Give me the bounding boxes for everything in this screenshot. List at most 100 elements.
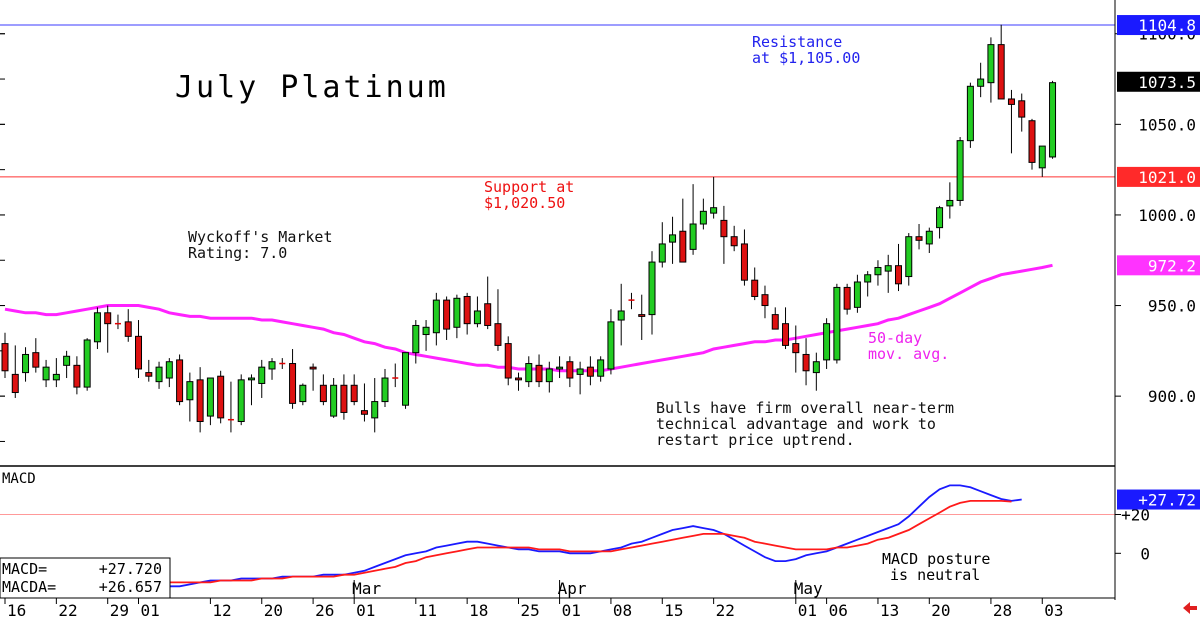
- price-box-label: 1104.8: [1138, 16, 1196, 35]
- candle: [114, 314, 121, 330]
- candle-body: [319, 384, 327, 403]
- candle: [761, 285, 769, 319]
- candle: [617, 283, 625, 346]
- candle-body: [42, 366, 50, 381]
- candle: [699, 198, 707, 230]
- candle-body: [751, 279, 759, 297]
- candle-body: [740, 243, 748, 281]
- time-tick-label: 08: [613, 601, 632, 620]
- time-tick-label: 16: [7, 601, 26, 620]
- annotation-rating: Rating: 7.0: [188, 244, 287, 262]
- candle: [638, 294, 646, 340]
- candle: [648, 251, 656, 335]
- candle: [453, 294, 461, 339]
- time-tick-label: 18: [469, 601, 488, 620]
- candle: [751, 267, 759, 301]
- candle: [371, 378, 379, 433]
- candle: [11, 345, 19, 398]
- time-tick-label: 26: [315, 601, 334, 620]
- month-label: Apr: [558, 579, 587, 598]
- candle-body: [360, 410, 368, 415]
- candle: [730, 225, 738, 252]
- candle: [566, 356, 574, 388]
- candle: [946, 182, 954, 219]
- candle-body: [956, 140, 964, 201]
- candle: [586, 356, 594, 386]
- candle-body: [422, 326, 430, 336]
- candle: [463, 292, 471, 335]
- candle-body: [155, 366, 163, 383]
- candle-body: [83, 339, 91, 388]
- candle-body: [463, 295, 471, 325]
- candle: [350, 374, 358, 406]
- candle: [319, 374, 327, 406]
- candle: [874, 260, 882, 286]
- annotation-comment: technical advantage and work to: [656, 415, 936, 433]
- candle: [237, 374, 245, 426]
- candle-body: [915, 236, 923, 241]
- candle-body: [1018, 100, 1026, 118]
- candle-body: [617, 310, 625, 321]
- macd-annotation: is neutral: [890, 566, 980, 584]
- candle-body: [792, 343, 800, 354]
- candle: [1018, 93, 1026, 132]
- candle: [247, 374, 255, 406]
- candle: [83, 338, 91, 391]
- scroll-left-button[interactable]: [1183, 602, 1197, 614]
- candle: [515, 372, 522, 391]
- candle: [145, 359, 153, 382]
- candle-body: [987, 44, 995, 84]
- chart-title: July Platinum: [175, 70, 449, 105]
- candle: [73, 356, 81, 395]
- candle-body: [925, 230, 933, 245]
- macd-panel-title: MACD: [2, 471, 36, 487]
- candle-body: [145, 372, 153, 377]
- candle: [545, 361, 553, 393]
- candle: [669, 216, 677, 264]
- candle-body: [699, 210, 707, 225]
- price-box-label: 972.2: [1148, 256, 1196, 275]
- macd-legend-value: +27.720: [99, 560, 162, 578]
- annotation-support: Support at: [484, 178, 574, 196]
- time-tick-label: 01: [356, 601, 375, 620]
- candle: [1028, 118, 1036, 170]
- candle: [792, 325, 800, 373]
- candle: [289, 349, 297, 409]
- candle-body: [966, 85, 974, 142]
- time-axis: 16 22 29 01 12 20 26 01 11 18 25 01 08 15 22 01 06 13 20 28…: [0, 579, 1115, 620]
- candle: [309, 363, 317, 391]
- candle: [412, 320, 420, 364]
- candle: [658, 222, 666, 268]
- candle: [884, 254, 892, 293]
- candle: [987, 37, 995, 103]
- candle-body: [371, 401, 379, 419]
- candle-body: [535, 364, 543, 383]
- macd-box: [1117, 489, 1200, 510]
- candle: [936, 205, 944, 239]
- time-tick-label: 03: [1044, 601, 1063, 620]
- macda-legend-label: MACDA=: [2, 578, 56, 596]
- candle-body: [761, 294, 769, 307]
- price-scale: 900.0950.01000.01050.01100.01104.81073.5…: [1114, 0, 1200, 600]
- candle-body: [648, 261, 656, 316]
- macd-box-label: +27.72: [1138, 491, 1196, 510]
- candle-body: [453, 297, 461, 328]
- time-tick-label: 20: [264, 601, 283, 620]
- candle-body: [443, 299, 451, 330]
- candle-body: [669, 234, 677, 243]
- candle: [52, 358, 60, 388]
- time-tick-label: 29: [110, 601, 129, 620]
- candle: [330, 378, 338, 418]
- candle-body: [586, 366, 594, 377]
- candle-body: [93, 312, 101, 343]
- candle-body: [556, 366, 564, 370]
- time-tick-label: 22: [716, 601, 735, 620]
- candle: [628, 292, 635, 310]
- candle-body: [217, 375, 225, 419]
- candle-body: [689, 223, 697, 250]
- candle: [525, 356, 533, 388]
- macd-series-macd: [4, 484, 1022, 588]
- candle: [340, 374, 348, 420]
- candle-body: [412, 324, 420, 354]
